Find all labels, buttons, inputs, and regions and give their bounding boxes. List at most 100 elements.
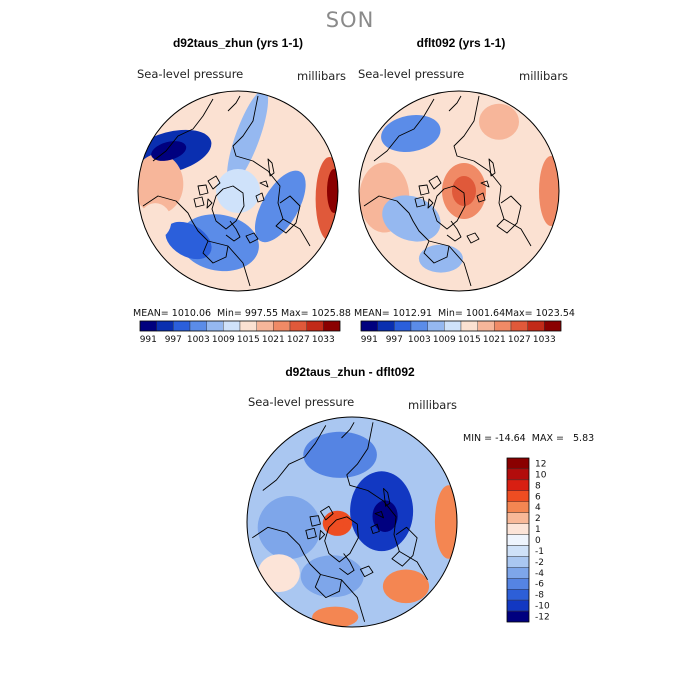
coastline-segment [275, 195, 301, 234]
field-low-ring-east [227, 91, 269, 184]
colorbar-swatch [477, 320, 495, 332]
colorbar-swatch [506, 512, 530, 524]
coastline-segment [324, 516, 359, 563]
right-stat-min: Min= 1001.64 [438, 308, 506, 319]
colorbar-tick-label: -10 [535, 602, 550, 612]
coastline-segment [446, 220, 462, 242]
colorbar-tick-label: -8 [535, 591, 544, 601]
colorbar-swatch [510, 320, 528, 332]
colorbar-swatch [506, 523, 530, 535]
colorbar-tick-label: 8 [535, 481, 541, 491]
coastline-segment [314, 574, 342, 599]
left-field-label: Sea-level pressure [137, 67, 244, 81]
field-high-center-west-core [331, 517, 344, 530]
field-high-northeast [479, 103, 519, 140]
field-high-south-rim [312, 606, 359, 627]
right-map [358, 90, 560, 292]
colorbar-tick-label: 997 [165, 335, 182, 345]
colorbar-swatch [156, 320, 174, 332]
colorbar-swatch [506, 578, 530, 590]
colorbar-swatch [223, 320, 241, 332]
colorbar-swatch [506, 556, 530, 568]
colorbar-tick-label: 1015 [458, 335, 481, 345]
coastline-segment [346, 422, 428, 581]
colorbar-swatch [427, 320, 445, 332]
coastline-segment [207, 175, 221, 190]
colorbar-swatch [544, 320, 562, 332]
colorbar-tick-label: -6 [535, 580, 544, 590]
coastline-segment [245, 232, 259, 244]
colorbar-tick-label: 1003 [408, 335, 431, 345]
field-low-north [381, 115, 441, 152]
coastline-segment [225, 220, 241, 242]
field-center-pole [216, 169, 260, 213]
coastline-segment [197, 184, 209, 196]
field-high-center-core [452, 176, 476, 206]
colorbar-tick-label: 1009 [433, 335, 456, 345]
colorbar-tick-label: 1021 [262, 335, 285, 345]
colorbar-tick-label: 991 [361, 335, 378, 345]
coastline-segment [206, 198, 213, 209]
coastlines [252, 422, 428, 622]
coastline-segment [383, 487, 391, 507]
coastline-segment [373, 98, 435, 162]
coastline-segment [496, 195, 522, 234]
map-outline [358, 90, 560, 292]
colorbar-swatch [506, 457, 530, 470]
season-title: SON [325, 8, 375, 32]
colorbar-tick-label: 4 [535, 503, 541, 513]
colorbar-tick-label: 1033 [312, 335, 335, 345]
colorbar-tick-label: 0 [535, 536, 541, 546]
colorbar-swatch [410, 320, 428, 332]
colorbar-swatch [173, 320, 191, 332]
right-stat-max: Max= 1023.54 [505, 308, 575, 319]
coastline-segment [423, 240, 450, 264]
coastline-segment [227, 95, 241, 112]
colorbar-tick-label: 1003 [187, 335, 210, 345]
colorbar-tick-label: 1009 [212, 335, 235, 345]
right-stat-mean: MEAN= 1012.91 [354, 308, 433, 319]
coastline-segment [319, 529, 326, 541]
field-low-north [303, 431, 377, 478]
colorbar-tick-label: 1027 [287, 335, 310, 345]
coastline-segment [427, 198, 434, 209]
field-deep-low-core [372, 500, 398, 532]
map-outline [246, 416, 458, 628]
left-stat-mean: MEAN= 1010.06 [133, 308, 212, 319]
coastline-segment [363, 195, 472, 287]
colorbar-swatch [256, 320, 274, 332]
coastline-segment [480, 180, 490, 188]
coastline-segment [448, 95, 462, 112]
colorbar-swatch [189, 320, 207, 332]
colorbar-tick-label: -4 [535, 569, 544, 579]
coastline-segment [339, 553, 355, 575]
coastline-segment [374, 511, 384, 519]
coastline-segment [488, 158, 496, 177]
left-stat-min: Min= 997.55 [217, 308, 279, 319]
coastlines [142, 95, 311, 287]
coastline-segment [193, 196, 205, 208]
colorbar-swatch [506, 545, 530, 557]
colorbar-swatch [139, 320, 157, 332]
colorbar-swatch [360, 320, 378, 332]
colorbar-swatch [506, 501, 530, 513]
coastline-segment [211, 185, 245, 230]
diff-field-label: Sea-level pressure [248, 395, 355, 409]
coastline-segment [305, 527, 317, 540]
field-low-southwest [165, 221, 212, 260]
colorbar-swatch [506, 567, 530, 579]
colorbar-tick-label: 1027 [508, 335, 531, 345]
left-colorbar: 991 997 1003 1009 1015 1021 1027 1033 [139, 320, 341, 345]
left-units-label: millibars [297, 69, 347, 83]
colorbar-tick-label: 12 [535, 460, 546, 470]
left-stat-max: Max= 1025.88 [281, 308, 351, 319]
colorbar-swatch [494, 320, 512, 332]
coastline-segment [428, 175, 442, 190]
coastline-segment [453, 95, 532, 247]
diff-map [246, 416, 458, 628]
coastline-segment [262, 425, 327, 491]
colorbar-tick-label: 991 [140, 335, 157, 345]
right-colorbar: 991 997 1003 1009 1015 1021 1027 1033 [360, 320, 562, 345]
colorbar-frame [506, 457, 530, 623]
